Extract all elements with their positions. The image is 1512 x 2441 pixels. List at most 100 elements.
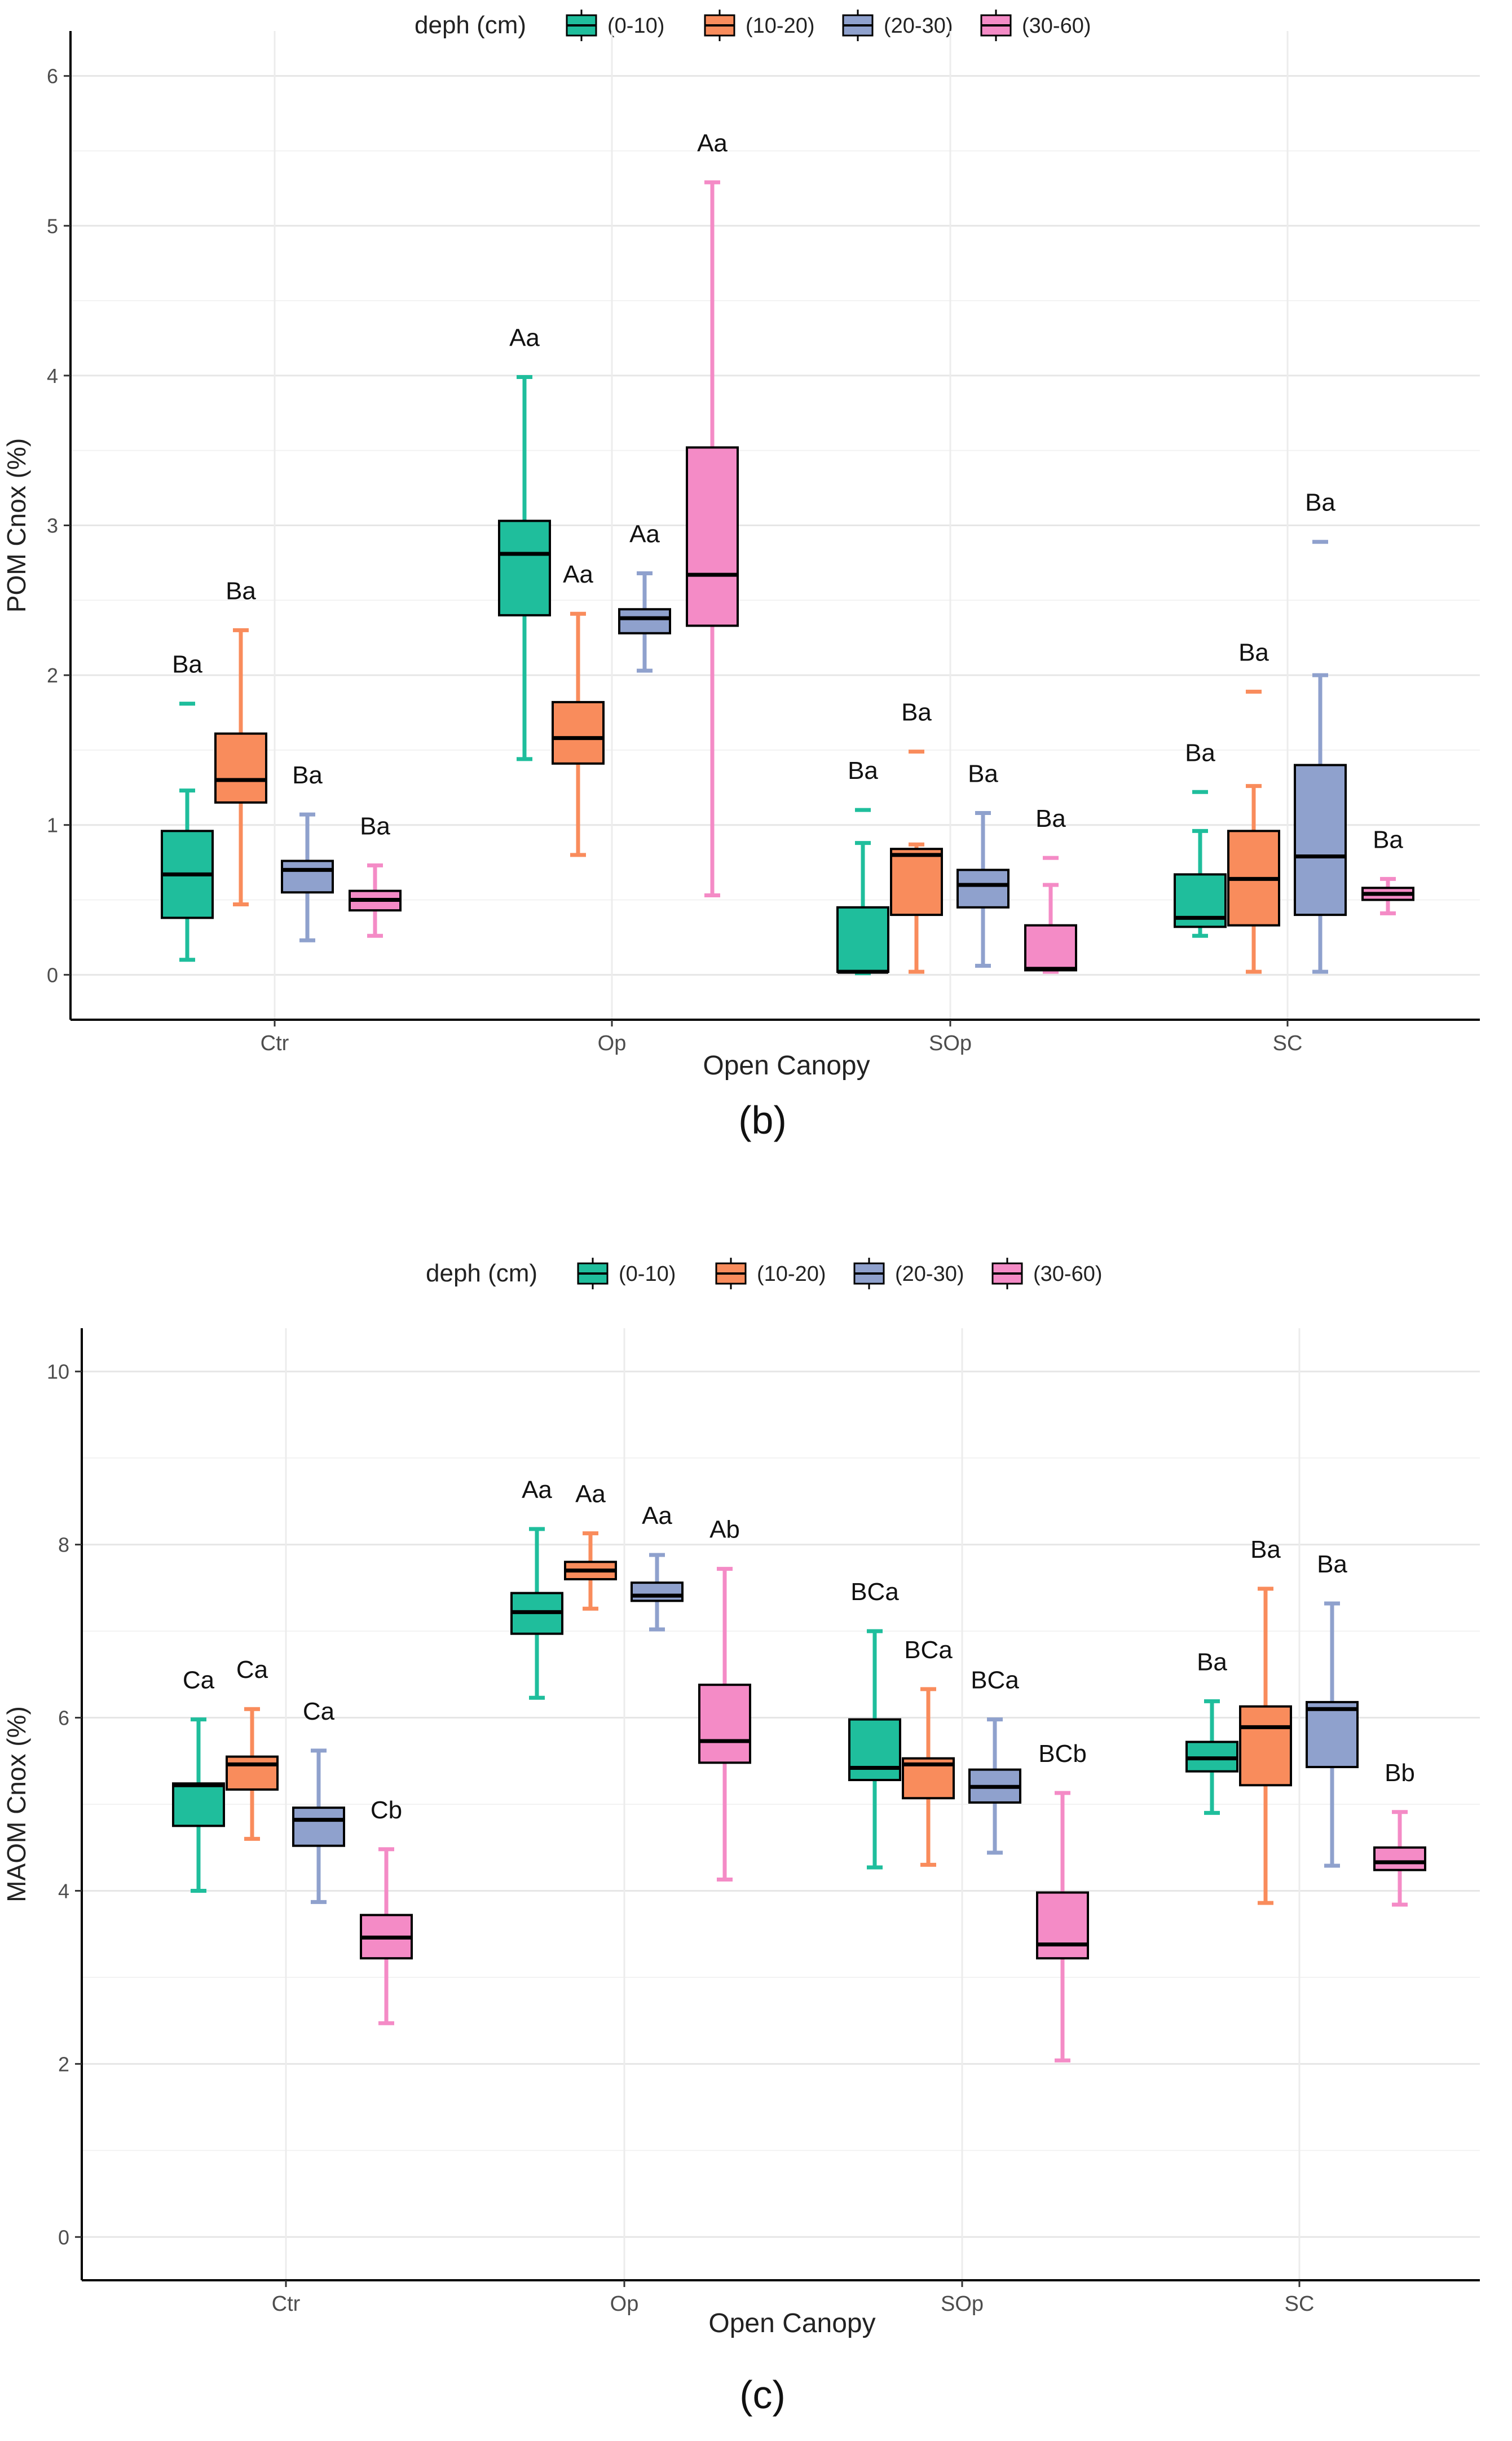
box: Ba: [1361, 826, 1414, 915]
box-iqr: [1373, 1846, 1426, 1871]
maom-chart-svg: deph (cm) (0-10) (10-20) (20-30) (30-60) 0 2 4 6…: [2, 1258, 1480, 2417]
box-iqr: [618, 608, 671, 635]
box: Ca: [172, 1667, 225, 1893]
box-group-sc: Ba Ba Ba Bb: [1185, 1536, 1426, 1907]
significance-label: Ba: [1238, 638, 1269, 666]
panel-label: (b): [738, 1098, 787, 1142]
legend-item: (10-20): [704, 10, 815, 41]
box: Aa: [686, 129, 739, 898]
grid: [82, 1328, 1480, 2280]
significance-label: Ca: [303, 1698, 335, 1725]
significance-label: Ba: [226, 577, 256, 605]
significance-label: Ba: [848, 757, 878, 785]
box: Ba: [836, 757, 889, 976]
box: Ca: [292, 1698, 345, 1904]
box-group-ctr: Ba Ba Ba Ba: [161, 577, 402, 962]
significance-label: Bb: [1385, 1759, 1415, 1787]
box: Bb: [1373, 1759, 1426, 1907]
legend-item: (30-60): [991, 1258, 1103, 1289]
box-iqr: [172, 1782, 225, 1827]
box-iqr: [890, 848, 943, 917]
box-group-sop: Ba Ba Ba Ba: [836, 699, 1077, 976]
x-tick-label: SC: [1273, 1032, 1303, 1055]
box: BCa: [902, 1636, 955, 1867]
significance-label: Ba: [1317, 1550, 1347, 1578]
box-iqr: [1239, 1705, 1292, 1787]
box-iqr: [698, 1684, 751, 1764]
box: BCa: [968, 1667, 1021, 1855]
y-tick-label: 4: [58, 1879, 69, 1902]
legend-title: deph (cm): [415, 11, 526, 39]
y-tick-label: 4: [47, 364, 58, 387]
x-tick-label: SC: [1285, 2292, 1315, 2316]
significance-label: Aa: [642, 1502, 672, 1530]
y-tick-label: 0: [58, 2226, 69, 2249]
significance-label: Ba: [1185, 739, 1215, 766]
significance-label: Ba: [1305, 489, 1335, 517]
legend-label: (20-30): [884, 14, 953, 38]
significance-label: Ba: [1197, 1648, 1227, 1676]
significance-label: Aa: [575, 1481, 606, 1508]
box: Ba: [1185, 1648, 1238, 1815]
legend-label: (0-10): [607, 14, 664, 38]
significance-label: Ca: [236, 1656, 268, 1684]
box: Aa: [631, 1502, 684, 1632]
x-tick-label: Op: [598, 1032, 627, 1055]
box-iqr: [498, 519, 551, 616]
box-iqr: [631, 1581, 684, 1602]
legend-item: (30-60): [980, 10, 1091, 41]
x-tick-label: SOp: [941, 2292, 984, 2316]
legend: deph (cm) (0-10) (10-20) (20-30) (30-60): [415, 10, 1091, 41]
box: Ba: [1306, 1550, 1359, 1868]
box-iqr: [1036, 1891, 1089, 1960]
legend-item: (20-30): [842, 10, 953, 41]
legend-item: (0-10): [566, 10, 664, 41]
y-tick-label: 8: [58, 1534, 69, 1557]
y-axis-label: MAOM Cnox (%): [2, 1706, 31, 1902]
legend-label: (10-20): [757, 1262, 826, 1286]
significance-label: Ba: [172, 651, 202, 678]
y-tick-label: 2: [47, 664, 58, 687]
significance-label: BCa: [904, 1636, 953, 1664]
box: Ba: [1294, 489, 1347, 974]
legend-label: (10-20): [746, 14, 815, 38]
box-iqr: [686, 446, 739, 627]
box-iqr: [292, 1806, 345, 1847]
box-iqr: [281, 860, 334, 894]
box-iqr: [836, 906, 889, 973]
legend-label: (30-60): [1022, 14, 1091, 38]
box: Ba: [890, 699, 943, 974]
box-iqr: [956, 869, 1010, 909]
y-tick-label: 0: [47, 963, 58, 986]
significance-label: BCa: [850, 1578, 899, 1606]
legend-label: (30-60): [1033, 1262, 1103, 1286]
legend: deph (cm) (0-10) (10-20) (20-30) (30-60): [426, 1258, 1103, 1289]
x-tick-label: Ctr: [261, 1032, 289, 1055]
box: Ba: [1024, 805, 1077, 974]
significance-label: Ba: [1035, 805, 1066, 832]
box-group-op: Aa Aa Aa Ab: [510, 1476, 751, 1882]
box: Aa: [564, 1481, 617, 1611]
box: Ba: [161, 651, 214, 962]
box: Ba: [214, 577, 267, 906]
box-group-op: Aa Aa Aa Aa: [498, 129, 739, 898]
significance-label: Ba: [360, 812, 390, 840]
y-tick-label: 1: [47, 814, 58, 837]
x-tick-label: SOp: [929, 1032, 972, 1055]
box: BCb: [1036, 1740, 1089, 2063]
box: Ab: [698, 1516, 751, 1882]
panel-label: (c): [739, 2373, 786, 2417]
box-iqr: [226, 1755, 279, 1791]
y-axis-label: POM Cnox (%): [2, 438, 31, 613]
significance-label: Ba: [1373, 826, 1403, 853]
y-tick-label: 3: [47, 514, 58, 537]
box: Ba: [1239, 1536, 1292, 1905]
significance-label: Cb: [371, 1796, 402, 1824]
box: Aa: [498, 324, 551, 761]
y-tick-label: 5: [47, 214, 58, 237]
box-iqr: [1024, 924, 1077, 972]
y-tick-label: 10: [47, 1360, 69, 1383]
x-axis-label: Open Canopy: [708, 2308, 875, 2338]
legend-label: (0-10): [619, 1262, 676, 1286]
y-tick-label: 6: [47, 65, 58, 88]
